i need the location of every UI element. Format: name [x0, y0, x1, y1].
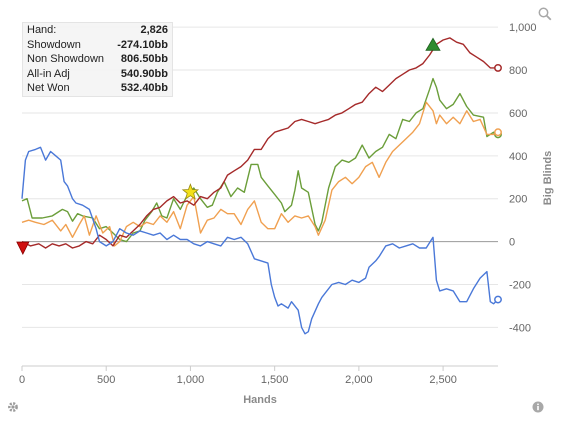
- stats-label: All-in Adj: [27, 67, 70, 80]
- stats-row-net-won: Net Won 532.40bb: [23, 81, 172, 96]
- y-tick-label: -400: [509, 322, 531, 334]
- x-tick-label: 1,000: [177, 374, 205, 386]
- series-line-net-won: [21, 77, 499, 243]
- stats-label: Showdown: [27, 38, 81, 51]
- chart-series: [21, 37, 502, 335]
- y-tick-label: 0: [509, 237, 515, 249]
- series-line-all-in-adj: [21, 101, 499, 247]
- series-end-point: [494, 295, 502, 304]
- gear-icon[interactable]: [6, 400, 20, 416]
- stats-value: 806.50bb: [120, 53, 168, 66]
- x-tick-label: 2,000: [345, 374, 373, 386]
- triangle-up-marker: [425, 37, 441, 51]
- x-tick-label: 2,500: [429, 374, 457, 386]
- series-end-point: [494, 128, 502, 137]
- series-end-point: [494, 63, 502, 72]
- stats-value: -274.10bb: [117, 38, 168, 51]
- y-tick-label: 200: [509, 194, 527, 206]
- stats-row-hand: Hand: 2,826: [23, 23, 172, 38]
- series-line-showdown: [21, 146, 499, 335]
- triangle-down-marker: [16, 241, 30, 255]
- magnifier-icon[interactable]: [538, 7, 552, 23]
- stats-row-all-in-adj: All-in Adj 540.90bb: [23, 67, 172, 82]
- y-tick-label: 800: [509, 65, 527, 77]
- x-tick-label: 1,500: [261, 374, 289, 386]
- star-marker: [181, 183, 200, 200]
- stats-value: 2,826: [140, 24, 168, 36]
- stats-value: 532.40bb: [120, 82, 168, 95]
- y-tick-label: -200: [509, 280, 531, 292]
- y-tick-label: 400: [509, 151, 527, 163]
- x-axis-title: Hands: [243, 394, 277, 406]
- y-axis-title: Big Blinds: [542, 151, 554, 205]
- x-tick-label: 500: [97, 374, 115, 386]
- stats-row-non-showdown: Non Showdown 806.50bb: [23, 52, 172, 67]
- stats-label: Hand:: [27, 24, 57, 36]
- stats-label: Non Showdown: [27, 53, 105, 66]
- stats-label: Net Won: [27, 82, 70, 95]
- stats-row-showdown: Showdown -274.10bb: [23, 38, 172, 53]
- chart-axes: -400 -200 0 200 400 600 800 1,000 0 500 1,000 1,500…: [19, 22, 554, 406]
- info-icon[interactable]: [532, 401, 544, 415]
- series-line-non-showdown: [21, 37, 498, 249]
- stats-value: 540.90bb: [120, 67, 168, 80]
- x-tick-label: 0: [19, 374, 25, 386]
- y-tick-label: 1,000: [509, 22, 537, 34]
- y-tick-label: 600: [509, 108, 527, 120]
- stats-panel: Hand: 2,826 Showdown -274.10bb Non Showd…: [22, 22, 173, 97]
- chart-markers: [16, 37, 441, 255]
